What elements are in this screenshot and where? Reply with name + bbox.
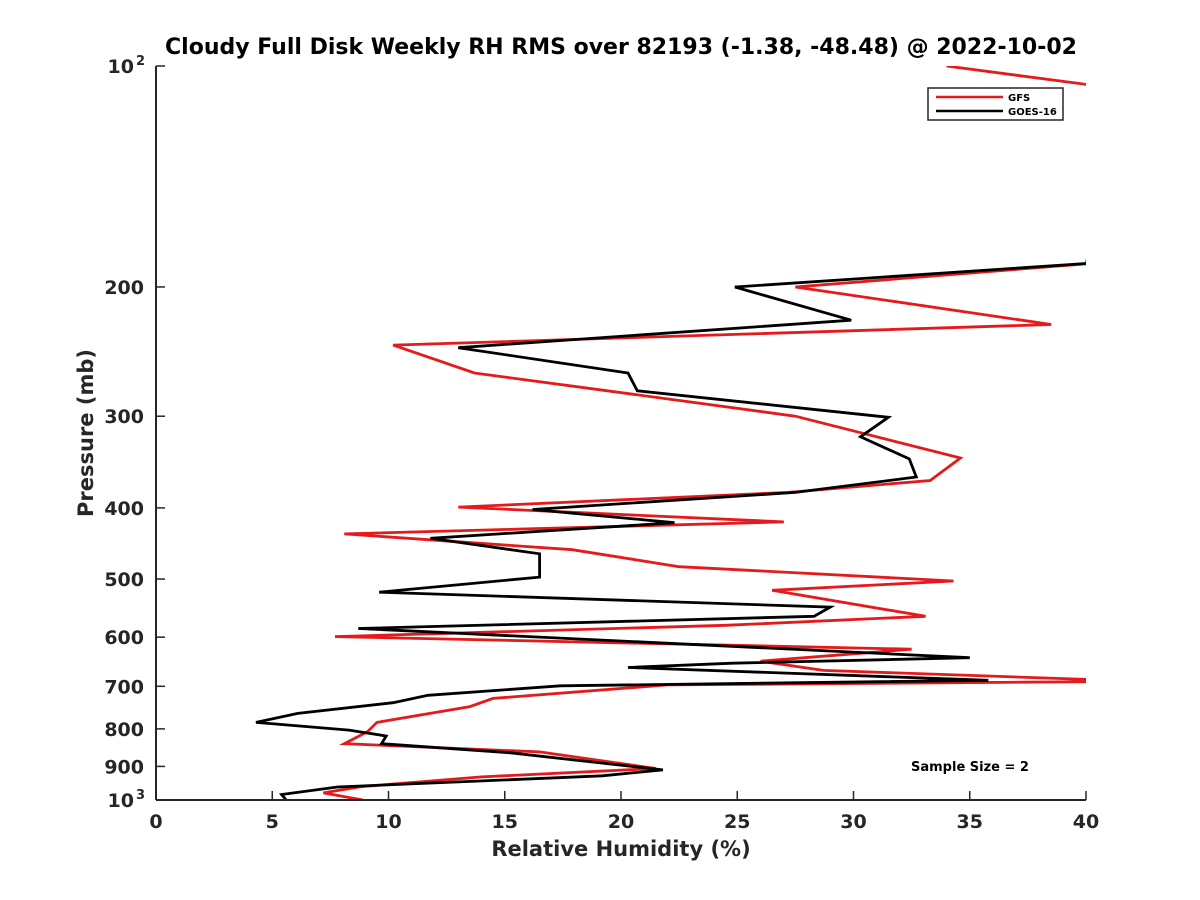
legend-box	[927, 87, 1064, 121]
chart-title: Cloudy Full Disk Weekly RH RMS over 8219…	[165, 35, 1077, 60]
sample-size-annotation: Sample Size = 2	[911, 760, 1029, 775]
y-tick-exponent: 2	[136, 54, 145, 69]
x-tick-label: 20	[608, 811, 634, 833]
legend-label-gfs: GFS	[1008, 93, 1030, 104]
y-tick-label: 10	[108, 56, 134, 78]
y-tick-label: 700	[104, 676, 144, 698]
x-tick-label: 30	[840, 811, 866, 833]
x-tick-label: 35	[957, 811, 983, 833]
legend: GFS GOES-16	[927, 87, 1064, 121]
x-tick-label: 15	[492, 811, 518, 833]
y-tick-label: 200	[104, 277, 144, 299]
y-tick-label: 600	[104, 627, 144, 649]
legend-label-goes16: GOES-16	[1008, 107, 1057, 118]
y-tick-label: 10	[108, 790, 134, 812]
y-tick-exponent: 3	[136, 788, 145, 803]
x-tick-label: 10	[375, 811, 401, 833]
x-axis-label: Relative Humidity (%)	[491, 837, 750, 861]
y-tick-label: 900	[104, 756, 144, 778]
y-tick-label: 500	[104, 569, 144, 591]
x-tick-label: 40	[1073, 811, 1099, 833]
x-tick-label: 0	[149, 811, 162, 833]
x-tick-label: 5	[266, 811, 279, 833]
y-tick-label: 800	[104, 719, 144, 741]
gfs-line	[323, 66, 1086, 800]
goes16-line	[255, 262, 1086, 800]
y-tick-label: 400	[104, 498, 144, 520]
y-axis-label: Pressure (mb)	[74, 349, 98, 517]
y-tick-label: 300	[104, 406, 144, 428]
x-tick-label: 25	[724, 811, 750, 833]
